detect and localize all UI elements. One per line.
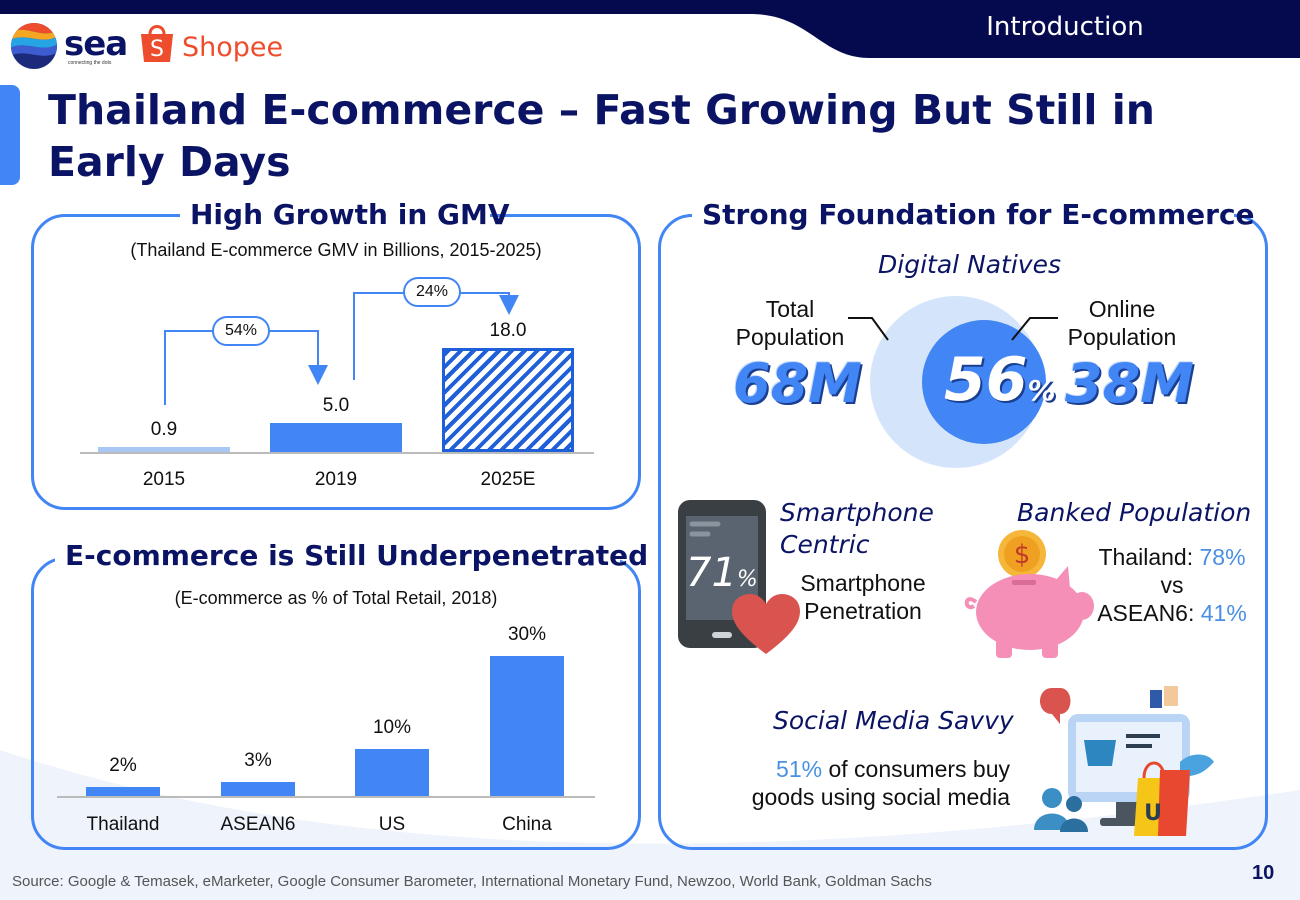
- online-share-unit: %: [1027, 374, 1056, 407]
- penetration-panel-title: E-commerce is Still Underpenetrated: [55, 539, 648, 572]
- penetration-category-label: US: [378, 814, 406, 835]
- social-media-line1: 51% of consumers buy: [718, 756, 1010, 783]
- social-media-heading: Social Media Savvy: [773, 706, 1014, 735]
- gmv-category-label: 2025E: [480, 469, 536, 490]
- penetration-value-label: 3%: [244, 750, 272, 771]
- gmv-value-label: 0.9: [150, 419, 178, 440]
- smartphone-penetration-value: 71%: [686, 550, 758, 596]
- footer-background-wave: [0, 750, 1300, 900]
- social-media-text-1: of consumers buy: [822, 756, 1010, 782]
- digital-natives-heading: Digital Natives: [878, 250, 1061, 279]
- penetration-bar-asean6: [221, 782, 295, 796]
- coin-dollar-symbol: $: [1014, 540, 1031, 570]
- shopee-bag-icon: S: [141, 25, 173, 62]
- shopping-bag-letter: U: [1144, 801, 1162, 826]
- total-population-label-line1: Total: [765, 296, 815, 322]
- gmv-chart-axis: [80, 452, 594, 454]
- foundation-panel-title: Strong Foundation for E-commerce: [692, 198, 1255, 231]
- banked-asean6-value: 41%: [1200, 600, 1247, 626]
- title-accent-bar: [0, 85, 20, 185]
- banked-population-heading: Banked Population: [1017, 498, 1252, 527]
- smartphone-penetration-number: 71: [686, 550, 737, 596]
- penetration-chart-subtitle: (E-commerce as % of Total Retail, 2018): [174, 588, 498, 608]
- social-media-value: 51%: [776, 756, 823, 782]
- smartphone-icon: [678, 500, 766, 648]
- banked-asean6-label: ASEAN6:: [1097, 600, 1201, 626]
- sea-logo-tagline: connecting the dots: [68, 60, 112, 66]
- sea-logo-icon: [11, 23, 57, 69]
- total-population-label-line2: Population: [735, 324, 845, 350]
- gmv-value-label: 18.0: [489, 320, 527, 341]
- gmv-value-label: 5.0: [322, 395, 350, 416]
- banked-thailand-value: 78%: [1199, 544, 1246, 570]
- online-share-value: 56%: [944, 345, 1056, 415]
- smartphone-heading-line1: Smartphone: [780, 498, 934, 527]
- banked-thailand-label: Thailand:: [1098, 544, 1200, 570]
- population-circles-graphic: [870, 296, 1046, 468]
- penetration-category-label: China: [502, 814, 552, 835]
- online-population-value: 38M: [1065, 352, 1194, 415]
- online-population-label-line2: Population: [1067, 324, 1177, 350]
- heart-icon: [732, 594, 800, 654]
- penetration-category-label: ASEAN6: [220, 814, 296, 835]
- gmv-category-label: 2015: [142, 469, 186, 490]
- penetration-bar-china: [490, 656, 564, 796]
- shopee-bag-letter: S: [150, 37, 164, 62]
- penetration-value-label: 10%: [372, 717, 412, 738]
- penetration-bar-us: [355, 749, 429, 796]
- section-tab-background: [720, 0, 1300, 58]
- smartphone-label-line2: Penetration: [804, 598, 922, 624]
- gmv-bar-2015: [98, 447, 230, 452]
- penetration-category-label: Thailand: [86, 814, 160, 835]
- shopee-logo-text: Shopee: [182, 32, 284, 63]
- smartphone-penetration-unit: %: [736, 567, 758, 592]
- page-title: Thailand E-commerce – Fast Growing But S…: [48, 86, 1155, 186]
- penetration-value-label: 30%: [507, 624, 547, 645]
- gmv-bar-2025e: [442, 348, 574, 452]
- smartphone-label-line1: Smartphone: [800, 570, 926, 596]
- total-population-value: 68M: [733, 352, 862, 415]
- source-footnote: Source: Google & Temasek, eMarketer, Goo…: [12, 873, 932, 890]
- gmv-category-label: 2019: [314, 469, 358, 490]
- gmv-chart-subtitle: (Thailand E-commerce GMV in Billions, 20…: [130, 240, 542, 260]
- gmv-bar-2019: [270, 423, 402, 452]
- online-share-number: 56: [944, 345, 1028, 415]
- banked-thailand: Thailand: 78%: [1090, 544, 1254, 571]
- penetration-chart-axis: [57, 796, 595, 798]
- online-population-label-line1: Online: [1088, 296, 1156, 322]
- section-label: Introduction: [986, 12, 1144, 42]
- social-media-line2: goods using social media: [751, 784, 1010, 810]
- smartphone-heading-line2: Centric: [780, 530, 870, 559]
- gmv-growth-label-2015-2019: 54%: [212, 316, 270, 346]
- gmv-panel-title: High Growth in GMV: [180, 198, 510, 231]
- penetration-bar-thailand: [86, 787, 160, 796]
- banked-asean6: ASEAN6: 41%: [1090, 600, 1254, 627]
- social-shopping-illustration: U: [1034, 686, 1214, 836]
- penetration-value-label: 2%: [109, 755, 137, 776]
- page-number: 10: [1252, 862, 1275, 884]
- sea-logo-text: sea: [64, 24, 128, 64]
- piggy-bank-icon: $: [964, 530, 1094, 658]
- gmv-growth-label-2019-2025: 24%: [403, 277, 461, 307]
- banked-vs: vs: [1160, 572, 1184, 598]
